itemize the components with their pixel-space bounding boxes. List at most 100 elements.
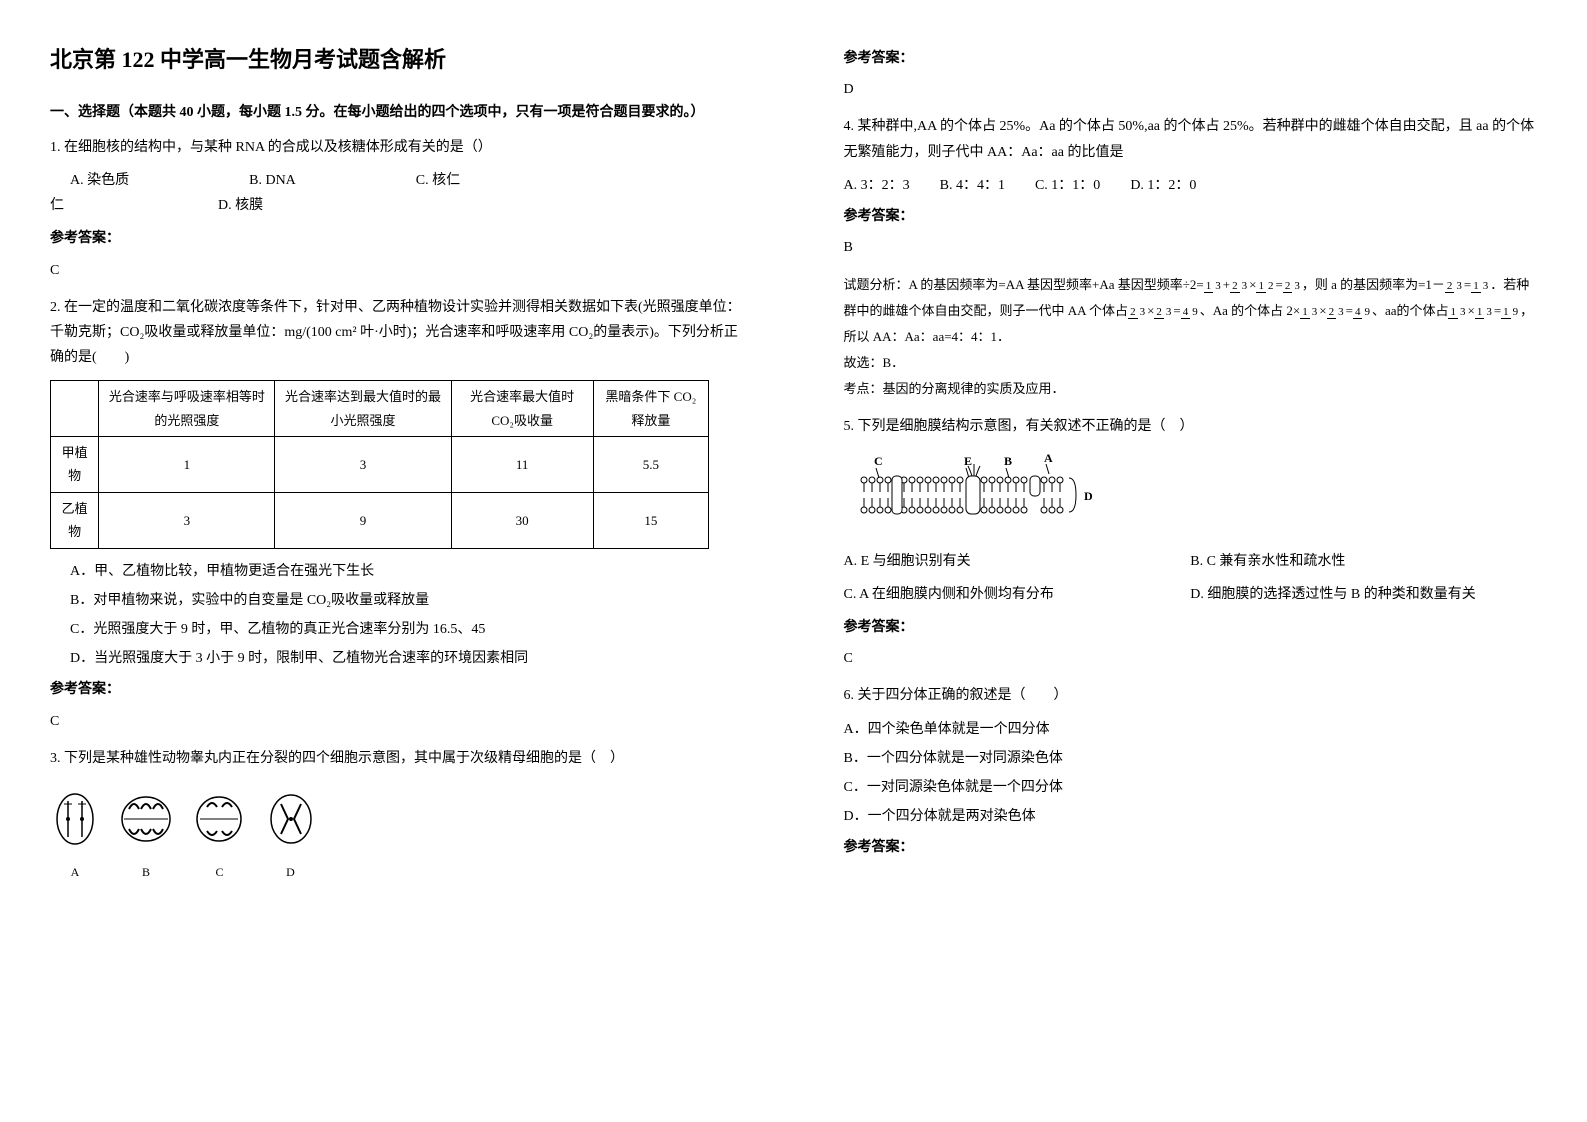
td-0-4: 5.5 xyxy=(593,437,708,493)
q6-optC: C．一对同源染色体就是一个四分体 xyxy=(844,775,1538,800)
svg-label-E: E xyxy=(964,454,972,468)
q5-answer: C xyxy=(844,646,1538,671)
question-1: 1. 在细胞核的结构中，与某种 RNA 的合成以及核糖体形成有关的是（） A. … xyxy=(50,135,744,283)
q1-optC: C. 核仁 xyxy=(416,168,460,193)
svg-label-A: A xyxy=(1044,451,1053,465)
q5-optA: A. E 与细胞识别有关 xyxy=(844,549,1191,574)
frac-icon: 49 xyxy=(1353,307,1372,318)
q5-optC: C. A 在细胞膜内侧和外侧均有分布 xyxy=(844,582,1191,607)
question-5: 5. 下列是细胞膜结构示意图，有关叙述不正确的是（ ） C E B A D xyxy=(844,414,1538,671)
frac-icon: 23 xyxy=(1327,307,1346,318)
q2-text: 2. 在一定的温度和二氧化碳浓度等条件下，针对甲、乙两种植物设计实验并测得相关数… xyxy=(50,295,744,371)
frac-icon: 12 xyxy=(1256,281,1275,292)
table-row: 甲植物 1 3 11 5.5 xyxy=(51,437,709,493)
cell-d-icon xyxy=(266,789,316,849)
th-0 xyxy=(51,381,99,437)
table-header-row: 光合速率与呼吸速率相等时的光照强度 光合速率达到最大值时的最小光照强度 光合速率… xyxy=(51,381,709,437)
th-3: 光合速率最大值时 CO₂吸收量 xyxy=(451,381,593,437)
analysis-mid1: ，则 a 的基因频率为=1－ xyxy=(1302,277,1445,292)
td-0-0: 甲植物 xyxy=(51,437,99,493)
page-title: 北京第 122 中学高一生物月考试题含解析 xyxy=(50,40,744,80)
cell-c-icon xyxy=(192,789,247,849)
table-row: 乙植物 3 9 30 15 xyxy=(51,492,709,548)
question-4: 4. 某种群中,AA 的个体占 25%。Aa 的个体占 50%,aa 的个体占 … xyxy=(844,114,1538,402)
q4-optC: C. 1：1：0 xyxy=(1035,173,1100,198)
q3-labelC: C xyxy=(192,862,247,884)
q2-options: A．甲、乙植物比较，甲植物更适合在强光下生长 B．对甲植物来说，实验中的自变量是… xyxy=(70,559,744,672)
q1-optD: D. 核膜 xyxy=(218,198,263,213)
q6-optB: B．一个四分体就是一对同源染色体 xyxy=(844,746,1538,771)
frac-icon: 23 xyxy=(1154,307,1173,318)
q2-optC: C．光照强度大于 9 时，甲、乙植物的真正光合速率分别为 16.5、45 xyxy=(70,617,744,642)
q1-optA: A. 染色质 xyxy=(70,168,129,193)
q5-optB: B. C 兼有亲水性和疏水性 xyxy=(1190,549,1537,574)
q3-labelB: B xyxy=(119,862,174,884)
th-1: 光合速率与呼吸速率相等时的光照强度 xyxy=(99,381,275,437)
td-0-3: 11 xyxy=(451,437,593,493)
q1-text: 1. 在细胞核的结构中，与某种 RNA 的合成以及核糖体形成有关的是（） xyxy=(50,135,744,160)
membrane-icon: C E B A D xyxy=(844,450,1104,530)
q1-answer-label: 参考答案： xyxy=(50,226,744,251)
td-0-2: 3 xyxy=(275,437,451,493)
bilayer-icon xyxy=(861,464,1076,514)
frac-icon: 13 xyxy=(1448,307,1467,318)
q5-answer-label: 参考答案： xyxy=(844,615,1538,640)
td-0-1: 1 xyxy=(99,437,275,493)
analysis-mid4: 、aa的个体占 xyxy=(1372,303,1449,318)
q4-optD: D. 1：2：0 xyxy=(1130,173,1196,198)
q4-answer: B xyxy=(844,235,1538,260)
q1-options: A. 染色质 B. DNA C. 核仁 仁 D. 核膜 xyxy=(70,168,744,218)
frac-icon: 13 xyxy=(1204,281,1223,292)
q4-optA: A. 3：2：3 xyxy=(844,173,910,198)
frac-icon: 19 xyxy=(1501,307,1520,318)
q5-opt-row1: A. E 与细胞识别有关 B. C 兼有亲水性和疏水性 xyxy=(844,549,1538,574)
td-1-4: 15 xyxy=(593,492,708,548)
q3-labelA: A xyxy=(50,862,100,884)
th-2: 光合速率达到最大值时的最小光照强度 xyxy=(275,381,451,437)
td-1-1: 3 xyxy=(99,492,275,548)
svg-label-B: B xyxy=(1004,454,1012,468)
q2-answer: C xyxy=(50,709,744,734)
cell-diagram-D: D xyxy=(266,789,316,884)
q1-answer: C xyxy=(50,258,744,283)
cell-a-icon xyxy=(50,789,100,849)
frac-icon: 23 xyxy=(1445,281,1464,292)
frac-icon: 23 xyxy=(1283,281,1302,292)
td-1-3: 30 xyxy=(451,492,593,548)
cell-diagram-A: A xyxy=(50,789,100,884)
frac-icon: 13 xyxy=(1471,281,1490,292)
q5-opt-row2: C. A 在细胞膜内侧和外侧均有分布 D. 细胞膜的选择透过性与 B 的种类和数… xyxy=(844,582,1538,607)
q6-options: A．四个染色单体就是一个四分体 B．一个四分体就是一对同源染色体 C．一对同源染… xyxy=(844,717,1538,830)
q1-optB: B. DNA xyxy=(249,168,296,193)
q2-optB: B．对甲植物来说，实验中的自变量是 CO₂吸收量或释放量 xyxy=(70,588,744,613)
td-1-0: 乙植物 xyxy=(51,492,99,548)
analysis-mid3: 、Aa 的个体占 2× xyxy=(1200,303,1301,318)
membrane-diagram: C E B A D xyxy=(844,450,1538,539)
frac-icon: 23 xyxy=(1128,307,1147,318)
q2-optD: D．当光照强度大于 3 小于 9 时，限制甲、乙植物光合速率的环境因素相同 xyxy=(70,646,744,671)
q6-answer-label: 参考答案： xyxy=(844,835,1538,860)
cell-diagram-C: C xyxy=(192,789,247,884)
q2-answer-label: 参考答案： xyxy=(50,677,744,702)
q4-analysis-point: 考点：基因的分离规律的实质及应用． xyxy=(844,376,1538,402)
q4-analysis: 试题分析：A 的基因频率为=AA 基因型频率+Aa 基因型频率÷2=13+23×… xyxy=(844,272,1538,350)
th-4: 黑暗条件下 CO₂释放量 xyxy=(593,381,708,437)
q3-diagrams: A B xyxy=(50,779,744,884)
svg-label-D: D xyxy=(1084,489,1093,503)
q3-labelD: D xyxy=(266,862,316,884)
q4-text: 4. 某种群中,AA 的个体占 25%。Aa 的个体占 50%,aa 的个体占 … xyxy=(844,114,1538,164)
left-column: 北京第 122 中学高一生物月考试题含解析 一、选择题（本题共 40 小题，每小… xyxy=(0,0,794,1122)
q4-answer-label: 参考答案： xyxy=(844,204,1538,229)
q4-optB: B. 4：4：1 xyxy=(940,173,1005,198)
q3-text: 3. 下列是某种雄性动物睾丸内正在分裂的四个细胞示意图，其中属于次级精母细胞的是… xyxy=(50,746,744,771)
q6-optA: A．四个染色单体就是一个四分体 xyxy=(844,717,1538,742)
question-6: 6. 关于四分体正确的叙述是（ ） A．四个染色单体就是一个四分体 B．一个四分… xyxy=(844,683,1538,860)
frac-icon: 23 xyxy=(1230,281,1249,292)
question-2: 2. 在一定的温度和二氧化碳浓度等条件下，针对甲、乙两种植物设计实验并测得相关数… xyxy=(50,295,744,734)
section-header: 一、选择题（本题共 40 小题，每小题 1.5 分。在每小题给出的四个选项中，只… xyxy=(50,100,744,125)
q6-optD: D．一个四分体就是两对染色体 xyxy=(844,804,1538,829)
q2-table: 光合速率与呼吸速率相等时的光照强度 光合速率达到最大值时的最小光照强度 光合速率… xyxy=(50,380,709,548)
q3-answer-label: 参考答案： xyxy=(844,46,1538,71)
frac-icon: 13 xyxy=(1475,307,1494,318)
td-1-2: 9 xyxy=(275,492,451,548)
